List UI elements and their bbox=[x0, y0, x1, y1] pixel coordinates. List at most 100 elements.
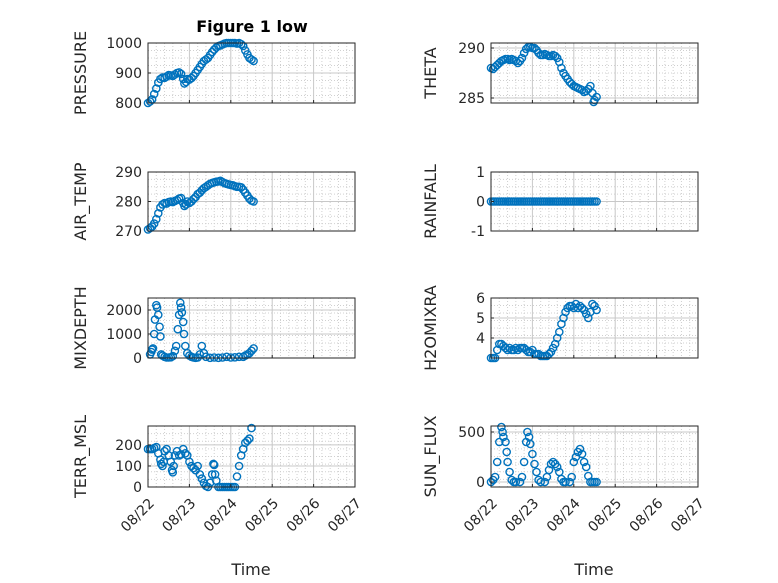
data-point bbox=[243, 436, 252, 446]
figure-title: Figure 1 low bbox=[196, 17, 308, 36]
data-point bbox=[552, 462, 562, 472]
y-tick-label: 285 bbox=[458, 91, 485, 107]
panel-3: -1 0 1 RAINFALL bbox=[421, 164, 699, 240]
data-point bbox=[498, 427, 507, 437]
axes-box bbox=[147, 425, 356, 488]
data-point bbox=[577, 303, 587, 313]
data-point bbox=[513, 58, 523, 68]
data-point bbox=[180, 448, 190, 458]
data-point bbox=[519, 457, 529, 467]
data-point bbox=[185, 457, 194, 467]
y-tick-label: 280 bbox=[115, 195, 142, 211]
data-point bbox=[557, 63, 566, 73]
data-point bbox=[521, 345, 531, 355]
panel-2: 270 280 290 AIR_TEMP bbox=[71, 162, 356, 241]
y-axis-label: TERR_MSL bbox=[71, 415, 91, 499]
y-axis-label: PRESSURE bbox=[71, 31, 90, 115]
y-tick-label: 900 bbox=[115, 66, 142, 82]
data-point bbox=[234, 461, 244, 471]
data-point bbox=[189, 463, 198, 473]
data-point bbox=[245, 434, 254, 443]
data-point bbox=[505, 343, 514, 353]
data-point bbox=[149, 219, 159, 228]
data-point bbox=[540, 477, 550, 487]
y-tick-label: 800 bbox=[115, 96, 142, 112]
panel-1: 285 290 THETA bbox=[421, 41, 699, 107]
data-point bbox=[222, 352, 231, 362]
y-tick-label: 290 bbox=[115, 165, 142, 181]
data-point bbox=[528, 449, 537, 459]
data-point bbox=[494, 437, 504, 447]
panel-4: 0 1000 2000 MIXDEPTH bbox=[71, 286, 356, 370]
data-point bbox=[171, 341, 181, 351]
data-point bbox=[530, 459, 539, 469]
data-point bbox=[592, 197, 601, 206]
minor-grid bbox=[148, 426, 355, 487]
data-point bbox=[236, 182, 246, 192]
data-point bbox=[497, 422, 506, 432]
series-markers bbox=[143, 176, 258, 234]
data-point bbox=[249, 56, 258, 66]
data-point bbox=[245, 348, 254, 358]
data-point bbox=[207, 470, 217, 479]
y-tick-label: -1 bbox=[471, 224, 485, 240]
data-point bbox=[178, 444, 188, 454]
data-point bbox=[145, 97, 155, 106]
y-tick-label: 100 bbox=[115, 459, 142, 475]
data-point bbox=[571, 299, 581, 309]
data-point bbox=[502, 447, 512, 457]
data-point bbox=[158, 461, 167, 471]
y-tick-label: 0 bbox=[476, 475, 485, 491]
data-point bbox=[561, 477, 570, 487]
data-point bbox=[511, 343, 521, 353]
data-point bbox=[153, 310, 163, 320]
data-point bbox=[151, 214, 161, 224]
series-markers bbox=[486, 197, 601, 206]
data-point bbox=[536, 477, 546, 487]
data-point bbox=[577, 449, 587, 459]
data-point bbox=[521, 44, 531, 54]
data-point bbox=[176, 450, 186, 459]
data-point bbox=[156, 332, 165, 341]
x-label-left: Time bbox=[230, 560, 270, 579]
data-point bbox=[507, 475, 517, 485]
y-tick-label: 0 bbox=[133, 351, 142, 367]
data-point bbox=[179, 329, 189, 339]
data-point bbox=[169, 461, 178, 471]
data-point bbox=[503, 345, 512, 355]
y-tick-label: 1000 bbox=[106, 327, 142, 343]
minor-grid bbox=[148, 172, 355, 231]
minor-grid bbox=[148, 298, 355, 358]
data-point bbox=[175, 298, 185, 308]
axes-box bbox=[147, 297, 356, 359]
data-point bbox=[592, 305, 601, 315]
data-point bbox=[236, 39, 246, 49]
y-tick-label: 5 bbox=[476, 311, 485, 327]
data-point bbox=[168, 467, 178, 477]
data-point bbox=[523, 427, 532, 437]
y-axis-label: SUN_FLUX bbox=[421, 416, 441, 498]
series-markers bbox=[486, 422, 601, 487]
data-point bbox=[501, 437, 510, 447]
data-point bbox=[526, 439, 535, 449]
data-point bbox=[187, 73, 196, 83]
data-point bbox=[148, 344, 158, 353]
y-tick-label: 500 bbox=[458, 425, 485, 441]
data-point bbox=[550, 51, 560, 61]
y-tick-label: 290 bbox=[458, 41, 485, 57]
data-point bbox=[232, 472, 242, 481]
data-point bbox=[176, 303, 186, 312]
data-point bbox=[209, 460, 219, 470]
data-point bbox=[174, 68, 184, 77]
data-point bbox=[532, 467, 541, 477]
data-point bbox=[170, 70, 180, 79]
data-point bbox=[247, 423, 256, 433]
y-tick-label: 2000 bbox=[106, 303, 142, 319]
data-point bbox=[201, 352, 211, 362]
data-point bbox=[565, 477, 575, 487]
data-point bbox=[581, 462, 591, 472]
data-point bbox=[563, 303, 572, 313]
data-point bbox=[534, 48, 543, 58]
data-point bbox=[238, 41, 248, 51]
